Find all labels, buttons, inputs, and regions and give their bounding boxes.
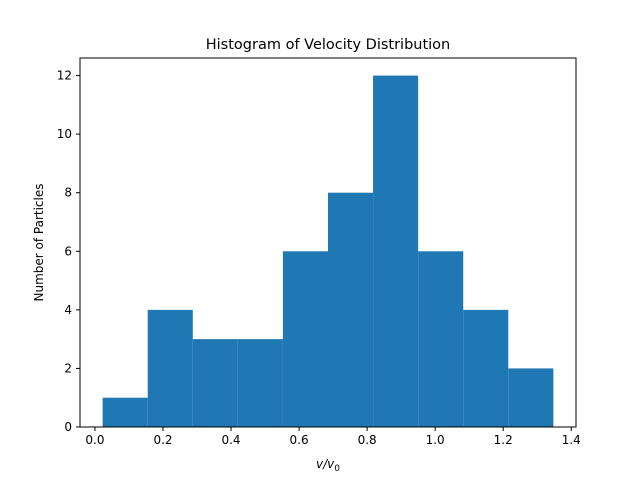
x-ticks: 0.0 0.2 0.4 0.6 0.8 1.0 1.2 1.4: [85, 427, 581, 447]
x-tick-label: 0.8: [358, 433, 377, 447]
x-tick-label: 0.2: [153, 433, 172, 447]
x-tick-label: 0.6: [290, 433, 309, 447]
x-axis-label: v/v0: [316, 457, 340, 474]
x-tick-label: 1.2: [494, 433, 513, 447]
histogram-bar: [328, 192, 374, 427]
x-axis-label-subscript: 0: [334, 464, 340, 474]
x-axis-label-main: v/v: [316, 457, 335, 471]
y-tick-label: 6: [64, 244, 72, 258]
x-tick-label: 0.0: [85, 433, 104, 447]
y-tick-label: 4: [64, 303, 72, 317]
x-tick-label: 1.0: [426, 433, 445, 447]
y-tick-label: 2: [64, 361, 72, 375]
histogram-bar: [102, 397, 148, 427]
y-tick-label: 12: [57, 69, 72, 83]
histogram-bar: [282, 251, 328, 427]
x-tick-label: 1.4: [562, 433, 581, 447]
y-ticks: 0 2 4 6 8 10 12: [57, 69, 80, 434]
y-tick-label: 0: [64, 420, 72, 434]
histogram-bar: [237, 339, 283, 427]
plot-frame: [79, 57, 577, 428]
histogram-bar: [147, 309, 193, 427]
bars-group: [102, 75, 554, 428]
x-tick-label: 0.4: [221, 433, 240, 447]
histogram-bar: [192, 339, 238, 427]
histogram-bar: [418, 251, 464, 427]
y-tick-label: 10: [57, 127, 72, 141]
y-axis-label: Number of Particles: [32, 184, 46, 302]
chart-title: Histogram of Velocity Distribution: [206, 37, 451, 53]
histogram-bar: [463, 309, 509, 427]
y-tick-label: 8: [64, 186, 72, 200]
histogram-bar: [373, 75, 419, 428]
histogram-bar: [508, 368, 554, 427]
